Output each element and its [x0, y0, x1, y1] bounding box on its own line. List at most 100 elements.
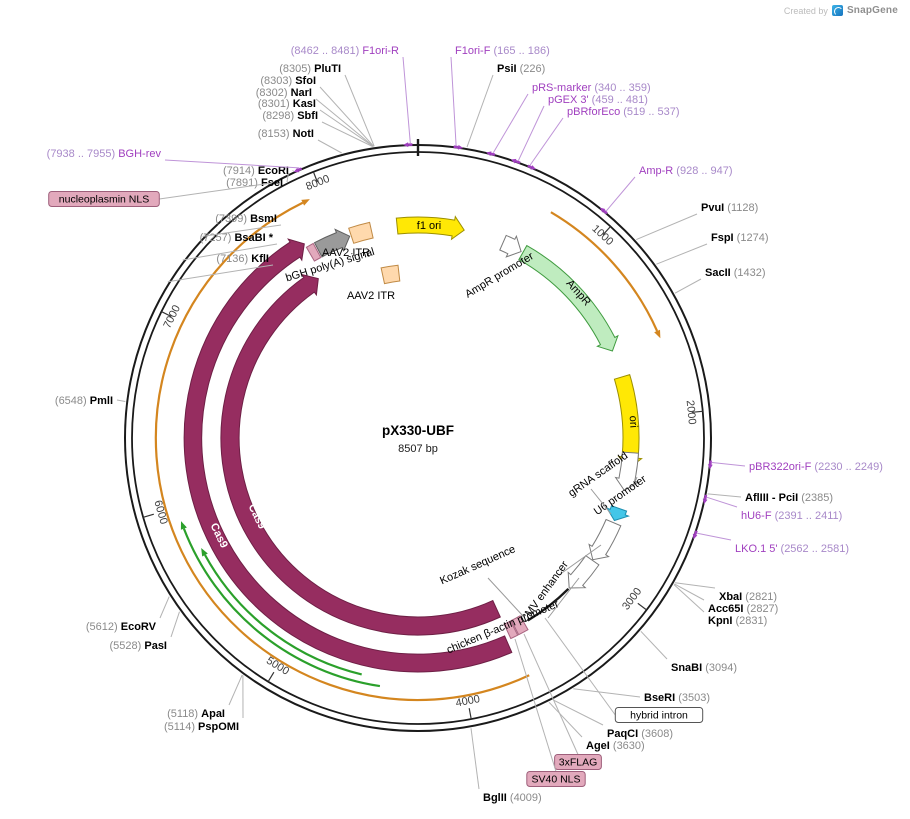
enzyme-leader [549, 702, 582, 737]
feature-shape-chicken-beta-actin-promoter [568, 556, 599, 588]
enzyme-leader [467, 75, 493, 147]
enzyme-label: BseRI (3503) [644, 692, 710, 704]
feature-aav2-itr-1 [349, 222, 373, 243]
enzyme-label: AflIII - PciI (2385) [745, 492, 833, 504]
enzyme-label: BglII (4009) [483, 792, 542, 804]
feature-shape-cmv-enhancer [589, 520, 621, 560]
enzyme-leader [160, 597, 169, 618]
enzyme-FspI: FspI (1274) [656, 232, 768, 264]
primer-label: (8462 .. 8481) F1ori-R [291, 45, 399, 57]
boxed-label-leader [159, 183, 272, 199]
primer-LKO-1-5-: LKO.1 5' (2562 .. 2581) [693, 531, 849, 555]
enzyme-label: (5114) PspOMI [164, 721, 239, 733]
primer-leader [712, 463, 745, 467]
enzyme-AflIII-PciI: AflIII - PciI (2385) [708, 492, 833, 504]
enzyme-SacII: SacII (1432) [675, 267, 766, 293]
enzyme-label: KpnI (2831) [708, 615, 767, 627]
primer-mark [705, 495, 706, 499]
primer-label: pGEX 3' (459 .. 481) [548, 94, 648, 106]
enzyme-label: PvuI (1128) [701, 202, 758, 214]
feature-shape-cas9-inner [221, 275, 500, 636]
primer-leader [606, 177, 635, 211]
primer-label: hU6-F (2391 .. 2411) [741, 510, 842, 522]
feature-label-ori: ori [627, 415, 640, 428]
enzyme-leader [641, 631, 667, 659]
plasmid-size: 8507 bp [398, 443, 438, 455]
feature-shape-ampr-promoter [500, 235, 521, 257]
primer-label: pBR322ori-F (2230 .. 2249) [749, 461, 883, 473]
feature-cmv-enhancer [589, 520, 621, 560]
feature-label-f1-ori: f1 ori [417, 220, 441, 232]
tick-label-3000: 3000 [620, 586, 644, 613]
feature-aav2-itr-2 [381, 265, 400, 283]
primer-label: pRS-marker (340 .. 359) [532, 82, 651, 94]
boxed-label-text: hybrid intron [630, 710, 688, 722]
primer-arrowhead [693, 534, 698, 540]
boxed-label-leader [545, 618, 615, 715]
tick-label-8000: 8000 [304, 173, 331, 193]
enzyme-label: (8301) KasI [258, 98, 316, 110]
enzyme-leader [171, 612, 180, 637]
feature-shape-aav2-itr-2 [381, 265, 400, 283]
enzyme-label: (5612) EcoRV [86, 621, 157, 633]
feature-chicken-beta-actin-promoter [568, 556, 599, 588]
boxed-label-text: nucleoplasmin NLS [59, 194, 149, 206]
tick-mark-6000 [143, 514, 154, 517]
enzyme-label: (5118) ApaI [167, 708, 225, 720]
enzyme-label: Acc65I (2827) [708, 603, 778, 615]
primer-leader [518, 106, 544, 161]
enzyme-label: SnaBI (3094) [671, 662, 737, 674]
tick-mark-5000 [268, 672, 274, 681]
feature-ampr-promoter [500, 235, 521, 257]
enzyme-label: (8298) SbfI [262, 110, 318, 122]
primer-label: Amp-R (928 .. 947) [639, 165, 733, 177]
feature-label-aav2-itr-2: AAV2 ITR [347, 290, 395, 302]
watermark: Created by SnapGene [784, 5, 898, 16]
enzyme-label: PaqCI (3608) [607, 728, 673, 740]
primer-label: (7938 .. 7955) BGH-rev [47, 148, 162, 160]
enzyme-leader [471, 728, 479, 789]
enzyme-PsiI: PsiI (226) [467, 63, 545, 147]
feature-arrowhead-green-arc-inner [201, 548, 208, 557]
enzyme-leader [320, 87, 374, 146]
primer-leader [707, 497, 737, 507]
watermark-brand: SnapGene [847, 5, 898, 16]
boxed-label-text: SV40 NLS [531, 774, 580, 786]
snapgene-logo-icon [832, 5, 843, 16]
primer-leader [403, 57, 410, 143]
feature-arrowhead-orf-ampr [654, 330, 660, 339]
feature-arrowhead-green-arc-outer [181, 521, 187, 530]
primer-mark [528, 166, 532, 168]
enzyme-leader [229, 675, 242, 705]
enzyme-leader [656, 244, 707, 264]
enzyme-leader [708, 494, 741, 497]
primer-label: LKO.1 5' (2562 .. 2581) [735, 543, 849, 555]
enzyme-label: FspI (1274) [711, 232, 768, 244]
enzyme-PspOMI: (5114) PspOMI [164, 675, 243, 733]
enzyme-label: (7136) KflI [216, 253, 269, 265]
primer-label: pBRforEco (519 .. 537) [567, 106, 680, 118]
enzyme-label: SacII (1432) [705, 267, 766, 279]
watermark-created-by: Created by [784, 6, 828, 16]
enzyme-leader [674, 585, 704, 612]
enzyme-label: (8302) NarI [256, 87, 312, 99]
feature-arrowhead-orf-cas9 [301, 199, 310, 205]
primer-leader [697, 533, 731, 540]
enzyme-label: XbaI (2821) [719, 591, 777, 603]
enzyme-label: PsiI (226) [497, 63, 545, 75]
enzyme-leader [322, 122, 373, 147]
feature-label-ampr-promoter: AmpR promoter [463, 250, 536, 300]
enzyme-leader [320, 110, 373, 146]
enzyme-leader [553, 700, 603, 725]
primer-F1ori-F: F1ori-F (165 .. 186) [451, 45, 550, 150]
enzyme-label: (7891) FseI [226, 177, 283, 189]
enzyme-leader [318, 140, 342, 153]
primer-mark [491, 154, 495, 155]
boxed-label-text: 3xFLAG [559, 757, 598, 769]
feature-shape-aav2-itr-1 [349, 222, 373, 243]
primer-mark [298, 169, 301, 170]
